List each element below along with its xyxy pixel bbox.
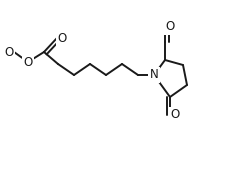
Text: N: N bbox=[150, 69, 158, 81]
Text: O: O bbox=[57, 31, 67, 45]
Text: O: O bbox=[170, 108, 180, 122]
Text: O: O bbox=[4, 46, 14, 58]
Text: O: O bbox=[165, 21, 175, 33]
Text: O: O bbox=[23, 55, 33, 69]
